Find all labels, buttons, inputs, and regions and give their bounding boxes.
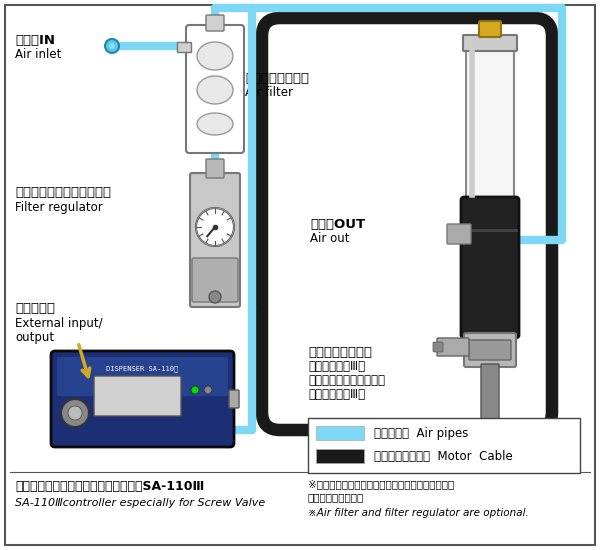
Circle shape <box>191 386 199 394</box>
Bar <box>177 42 191 52</box>
FancyBboxPatch shape <box>206 159 224 178</box>
FancyBboxPatch shape <box>94 376 181 416</box>
Circle shape <box>109 43 115 49</box>
FancyBboxPatch shape <box>51 351 234 447</box>
Text: エアーIN: エアーIN <box>15 34 55 47</box>
Text: SA-110Ⅲcontroller especially for Screw Valve: SA-110Ⅲcontroller especially for Screw V… <box>15 498 265 508</box>
Text: フィルターレギュレーター: フィルターレギュレーター <box>15 185 111 199</box>
Text: ※Air filter and filter regulator are optional.: ※Air filter and filter regulator are opt… <box>308 508 529 518</box>
Text: モーターケーブル  Motor  Cable: モーターケーブル Motor Cable <box>374 449 513 463</box>
Text: ＳＣＲＥＷ　ＶＡＬＶＥ: ＳＣＲＥＷ ＶＡＬＶＥ <box>308 373 385 387</box>
FancyBboxPatch shape <box>479 21 501 37</box>
FancyBboxPatch shape <box>463 35 517 51</box>
FancyBboxPatch shape <box>461 197 519 338</box>
FancyBboxPatch shape <box>192 258 238 302</box>
Bar <box>308 418 580 473</box>
Ellipse shape <box>197 113 233 135</box>
FancyBboxPatch shape <box>190 173 240 307</box>
Text: エアーフィルター: エアーフィルター <box>245 72 309 85</box>
Text: スクリューバルブ: スクリューバルブ <box>308 345 372 359</box>
FancyBboxPatch shape <box>206 15 224 31</box>
FancyBboxPatch shape <box>447 224 471 244</box>
Ellipse shape <box>197 42 233 70</box>
Text: Filter regulator: Filter regulator <box>15 201 103 213</box>
FancyBboxPatch shape <box>464 333 516 367</box>
Text: Air out: Air out <box>310 232 349 245</box>
Text: ※エアーフィルター、フィルターレギュレーターは: ※エアーフィルター、フィルターレギュレーターは <box>308 479 454 489</box>
Bar <box>316 449 364 463</box>
Text: ＳＢ－１１０ⅢＳ: ＳＢ－１１０ⅢＳ <box>308 388 365 400</box>
Text: output: output <box>15 331 54 344</box>
Circle shape <box>196 208 234 246</box>
FancyBboxPatch shape <box>481 364 499 421</box>
FancyBboxPatch shape <box>469 340 511 360</box>
Circle shape <box>204 386 212 394</box>
Text: エアーOUT: エアーOUT <box>310 217 365 230</box>
FancyBboxPatch shape <box>229 390 239 408</box>
Text: Air inlet: Air inlet <box>15 47 61 60</box>
Circle shape <box>68 406 82 420</box>
Circle shape <box>209 291 221 303</box>
Text: External input/: External input/ <box>15 316 103 329</box>
Text: スクリューバルブ専用コントローラーSA-110Ⅲ: スクリューバルブ専用コントローラーSA-110Ⅲ <box>15 481 204 493</box>
Bar <box>316 426 364 440</box>
Text: DISPENSER SA-110Ⅲ: DISPENSER SA-110Ⅲ <box>106 366 178 372</box>
Circle shape <box>61 399 89 427</box>
Text: Air filter: Air filter <box>245 86 293 100</box>
Text: エアー配管  Air pipes: エアー配管 Air pipes <box>374 426 469 439</box>
Circle shape <box>105 39 119 53</box>
Text: 外部入出力: 外部入出力 <box>15 301 55 315</box>
FancyBboxPatch shape <box>186 25 244 153</box>
FancyBboxPatch shape <box>466 48 514 197</box>
FancyBboxPatch shape <box>437 338 469 356</box>
Text: オプションです。: オプションです。 <box>308 492 364 502</box>
Text: ＳＢ－１１０ⅢＳ: ＳＢ－１１０ⅢＳ <box>308 360 365 372</box>
FancyBboxPatch shape <box>433 342 443 352</box>
Ellipse shape <box>197 76 233 104</box>
FancyBboxPatch shape <box>57 357 228 396</box>
